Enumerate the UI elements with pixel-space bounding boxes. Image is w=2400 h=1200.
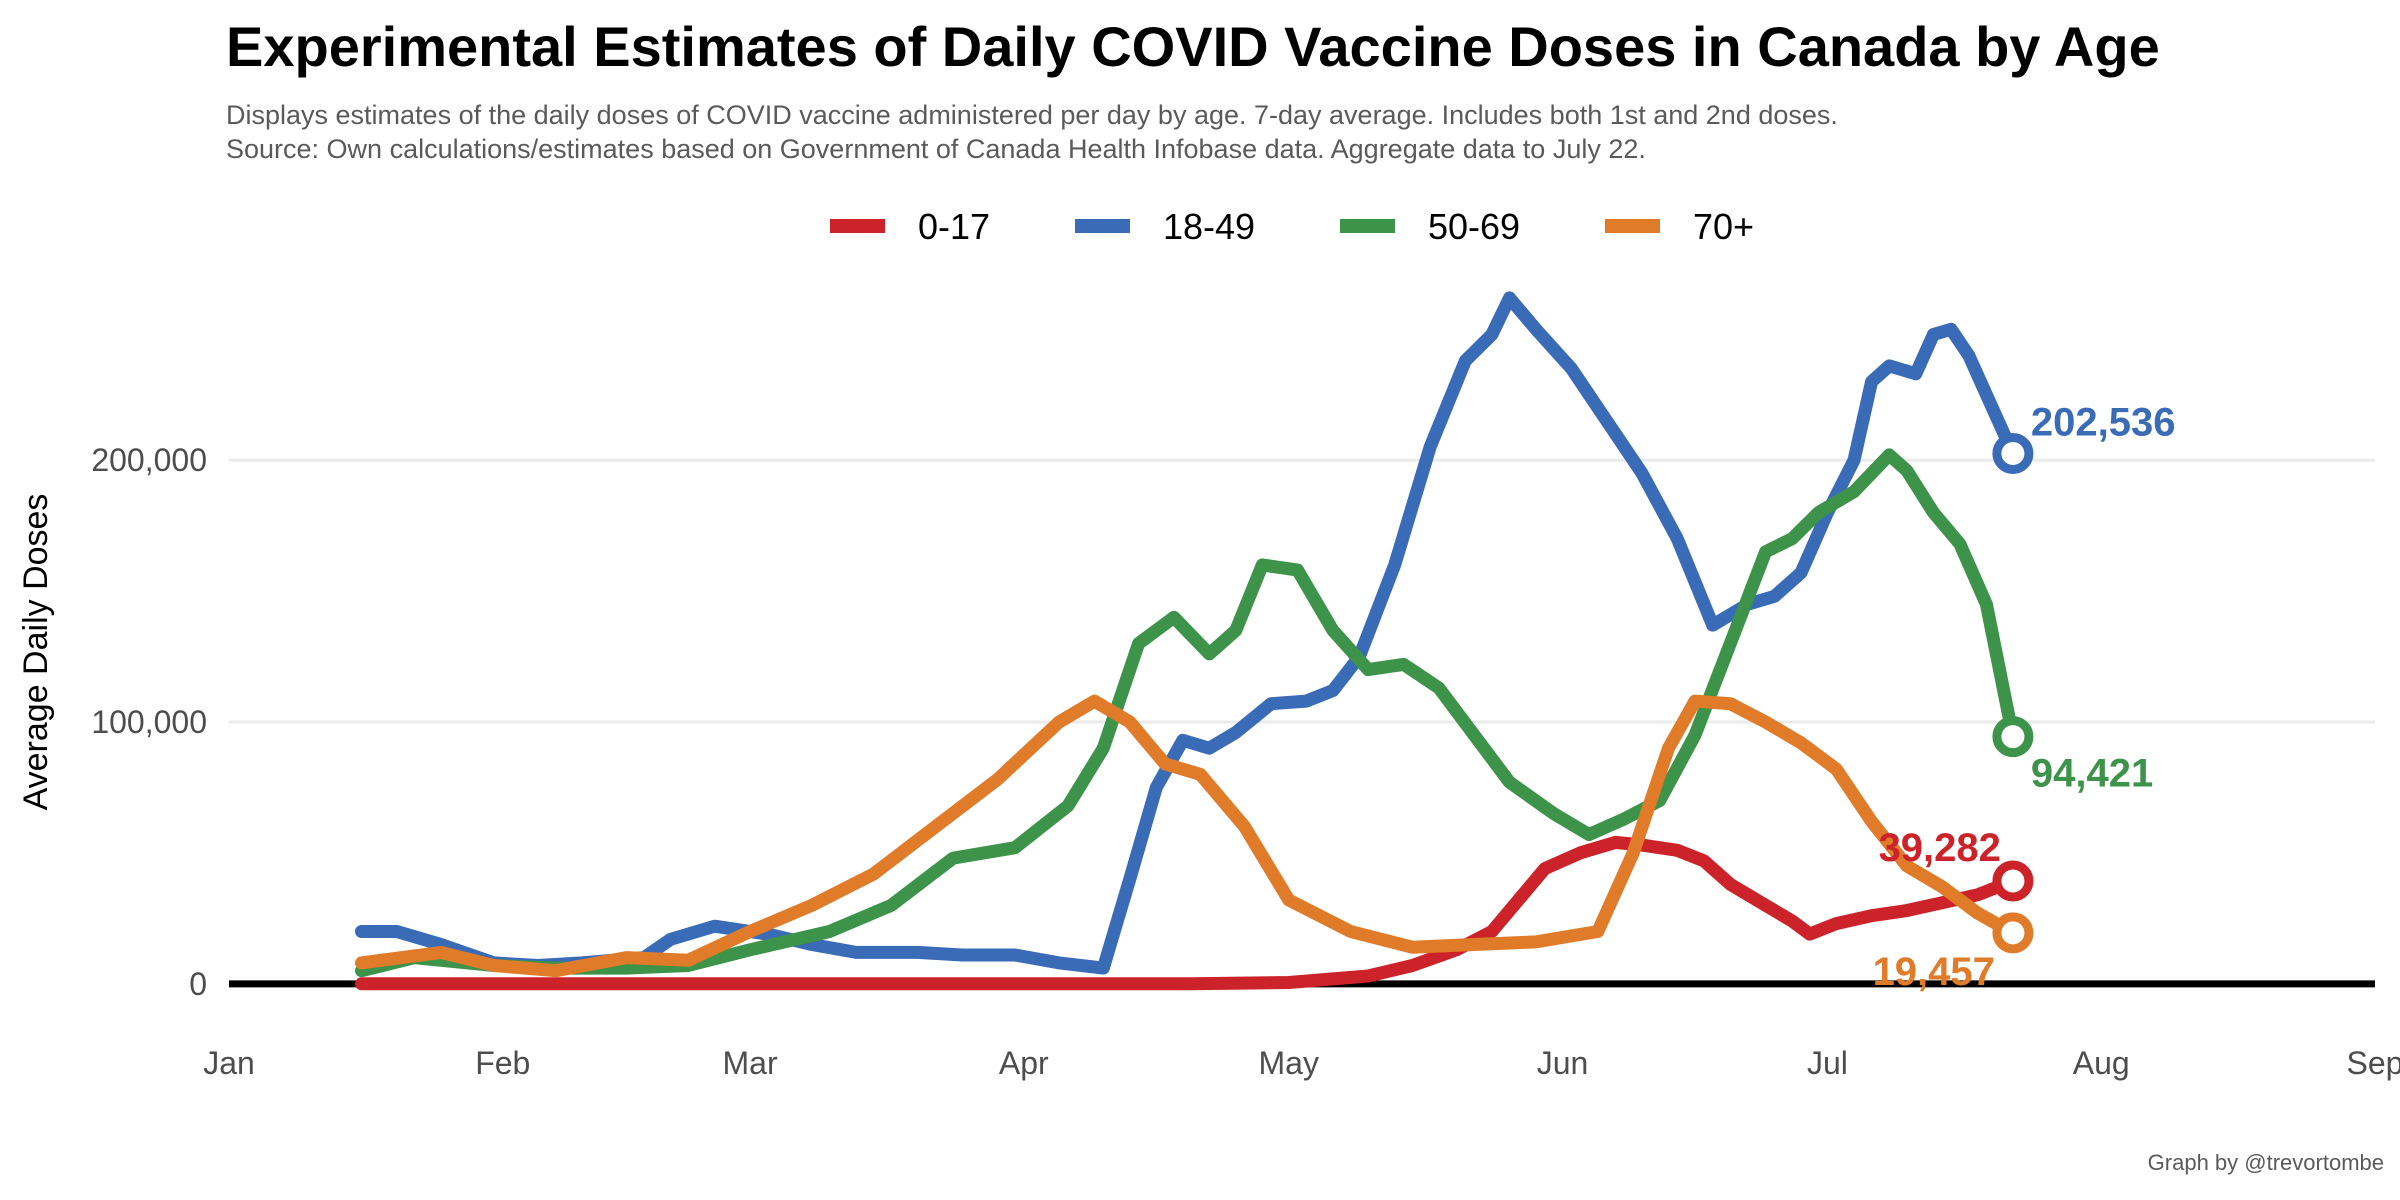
end-marker-70+ [1992,912,2034,954]
end-marker-0-17 [1992,860,2034,902]
chart-subtitle-line-1: Displays estimates of the daily doses of… [226,100,1838,130]
chart-subtitle-line-2: Source: Own calculations/estimates based… [226,134,1646,164]
x-axis-ticks: Jan Feb Mar Apr May Jun Jul Aug Sep [203,1045,2400,1081]
end-marker-50-69 [1992,716,2034,758]
x-tick-label: Jul [1807,1045,1848,1081]
end-label-70+: 19,457 [1873,950,1995,994]
y-tick-label: 100,000 [91,704,207,740]
gridlines [229,458,2375,724]
chart-caption: Graph by @trevortombe [2147,1150,2384,1175]
series-line-0-17 [355,835,2020,991]
series-line-50-69 [355,448,2020,978]
legend-label-50-69: 50-69 [1428,206,1520,247]
legend-label-0-17: 0-17 [918,206,990,247]
end-label-18-49: 202,536 [2031,401,2176,445]
x-tick-label: Sep [2347,1045,2400,1081]
end-label-0-17: 39,282 [1879,826,2001,870]
y-tick-label: 0 [189,966,207,1002]
x-tick-label: Jan [203,1045,255,1081]
end-labels: 39,282 202,536 94,421 19,457 [1873,401,2176,994]
x-tick-label: May [1259,1045,1319,1081]
legend-label-70+: 70+ [1693,206,1754,247]
end-marker-18-49 [1992,433,2034,475]
x-tick-label: Aug [2073,1045,2130,1081]
chart-title: Experimental Estimates of Daily COVID Va… [226,15,2160,78]
y-axis-title: Average Daily Doses [17,494,55,811]
y-axis-ticks: 0 100,000 200,000 [91,442,207,1002]
series-line-70+ [355,694,2020,978]
legend: 0-17 18-49 50-69 70+ [830,206,1754,247]
x-tick-label: Mar [722,1045,777,1081]
series-line-18-49 [355,291,2020,975]
x-tick-label: Jun [1537,1045,1589,1081]
end-markers [1992,433,2034,954]
end-label-50-69: 94,421 [2031,752,2153,796]
y-tick-label: 200,000 [91,442,207,478]
series-lines [355,291,2020,991]
x-tick-label: Apr [999,1045,1049,1081]
x-tick-label: Feb [475,1045,530,1081]
legend-label-18-49: 18-49 [1163,206,1255,247]
